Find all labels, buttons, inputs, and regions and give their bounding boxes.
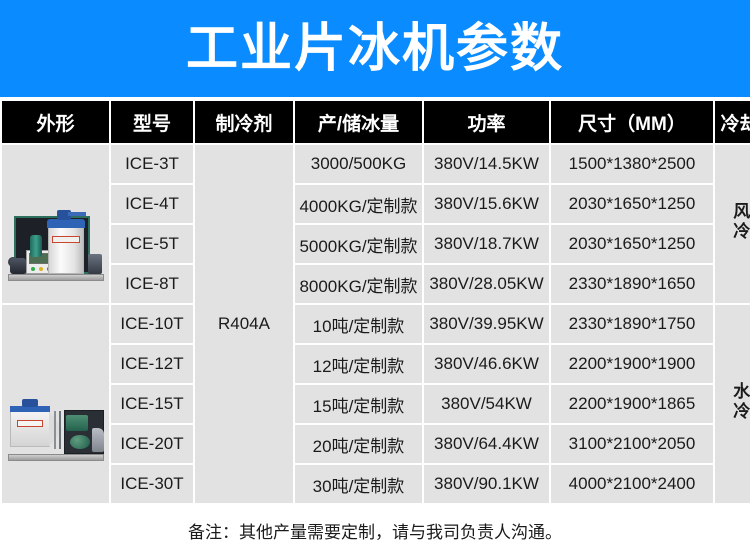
cell-ice-output: 20吨/定制款 [295, 425, 422, 463]
table-row: ICE-15T 15吨/定制款 380V/54KW 2200*1900*1865 [2, 385, 750, 423]
title-banner: 工业片冰机参数 [0, 0, 750, 97]
cell-dimensions: 1500*1380*2500 [551, 145, 713, 183]
cell-ice-output: 5000KG/定制款 [295, 225, 422, 263]
table-header-row: 外形 型号 制冷剂 产/储冰量 功率 尺寸（MM） 冷却 [2, 101, 750, 143]
cell-ice-output: 8000KG/定制款 [295, 265, 422, 303]
table-row: ICE-3T R404A 3000/500KG 380V/14.5KW 1500… [2, 145, 750, 503]
cell-refrigerant: R404A [195, 145, 293, 503]
column-header-cooling: 冷却 [715, 101, 750, 143]
cell-power: 380V/39.95KW [424, 305, 549, 343]
cell-dimensions: 2330*1890*1750 [551, 305, 713, 343]
cell-ice-output: 10吨/定制款 [295, 305, 422, 343]
footer-note: 备注：其他产量需要定制，请与我司负责人沟通。 [0, 512, 750, 548]
cell-model: ICE-3T [111, 145, 193, 183]
cell-model: ICE-5T [111, 225, 193, 263]
column-header-model: 型号 [111, 101, 193, 143]
table-row: ICE-30T 30吨/定制款 380V/90.1KW 4000*2100*24… [2, 465, 750, 503]
cell-model: ICE-30T [111, 465, 193, 503]
cell-model: ICE-10T [111, 305, 193, 343]
cell-power: 380V/54KW [424, 385, 549, 423]
cell-dimensions: 2200*1900*1900 [551, 345, 713, 383]
table-row: ICE-10T 10吨/定制款 380V/39.95KW 2330*1890*1… [2, 305, 750, 503]
table-row: ICE-4T 4000KG/定制款 380V/15.6KW 2030*1650*… [2, 185, 750, 223]
water-cooled-flake-ice-machine-illustration [6, 329, 106, 479]
cell-model: ICE-4T [111, 185, 193, 223]
cell-power: 380V/15.6KW [424, 185, 549, 223]
page-title: 工业片冰机参数 [185, 19, 564, 78]
cell-power: 380V/46.6KW [424, 345, 549, 383]
cell-dimensions: 2030*1650*1250 [551, 225, 713, 263]
cell-cooling-water: 水冷 [715, 305, 750, 503]
cell-power: 380V/28.05KW [424, 265, 549, 303]
cell-model: ICE-12T [111, 345, 193, 383]
product-image-water-cooled [2, 305, 109, 503]
cell-ice-output: 12吨/定制款 [295, 345, 422, 383]
cell-model: ICE-20T [111, 425, 193, 463]
column-header-ice-output: 产/储冰量 [295, 101, 422, 143]
column-header-refrigerant: 制冷剂 [195, 101, 293, 143]
cell-ice-output: 15吨/定制款 [295, 385, 422, 423]
cell-ice-output: 30吨/定制款 [295, 465, 422, 503]
cell-dimensions: 3100*2100*2050 [551, 425, 713, 463]
cell-power: 380V/14.5KW [424, 145, 549, 183]
spec-table: 外形 型号 制冷剂 产/储冰量 功率 尺寸（MM） 冷却 [0, 99, 750, 505]
cell-dimensions: 2200*1900*1865 [551, 385, 713, 423]
cell-model: ICE-8T [111, 265, 193, 303]
cell-dimensions: 2030*1650*1250 [551, 185, 713, 223]
footer-note-text: 备注：其他产量需要定制，请与我司负责人沟通。 [188, 522, 562, 542]
cell-power: 380V/64.4KW [424, 425, 549, 463]
column-header-shape: 外形 [2, 101, 109, 143]
column-header-power: 功率 [424, 101, 549, 143]
cell-ice-output: 4000KG/定制款 [295, 185, 422, 223]
cell-power: 380V/18.7KW [424, 225, 549, 263]
cooling-label-water: 水冷 [730, 381, 750, 422]
table-row: ICE-12T 12吨/定制款 380V/46.6KW 2200*1900*19… [2, 345, 750, 383]
cell-ice-output: 3000/500KG [295, 145, 422, 183]
cooling-label-air: 风冷 [730, 201, 750, 242]
table-row: ICE-5T 5000KG/定制款 380V/18.7KW 2030*1650*… [2, 225, 750, 263]
table-row: ICE-20T 20吨/定制款 380V/64.4KW 3100*2100*20… [2, 425, 750, 463]
column-header-dimensions: 尺寸（MM） [551, 101, 713, 143]
cell-model: ICE-15T [111, 385, 193, 423]
cell-cooling-air: 风冷 [715, 145, 750, 303]
cell-dimensions: 4000*2100*2400 [551, 465, 713, 503]
spec-table-container: 外形 型号 制冷剂 产/储冰量 功率 尺寸（MM） 冷却 [0, 99, 750, 505]
product-image-air-cooled [2, 145, 109, 303]
table-row: ICE-8T 8000KG/定制款 380V/28.05KW 2330*1890… [2, 265, 750, 303]
cell-power: 380V/90.1KW [424, 465, 549, 503]
cell-dimensions: 2330*1890*1650 [551, 265, 713, 303]
air-cooled-flake-ice-machine-illustration [6, 149, 106, 299]
